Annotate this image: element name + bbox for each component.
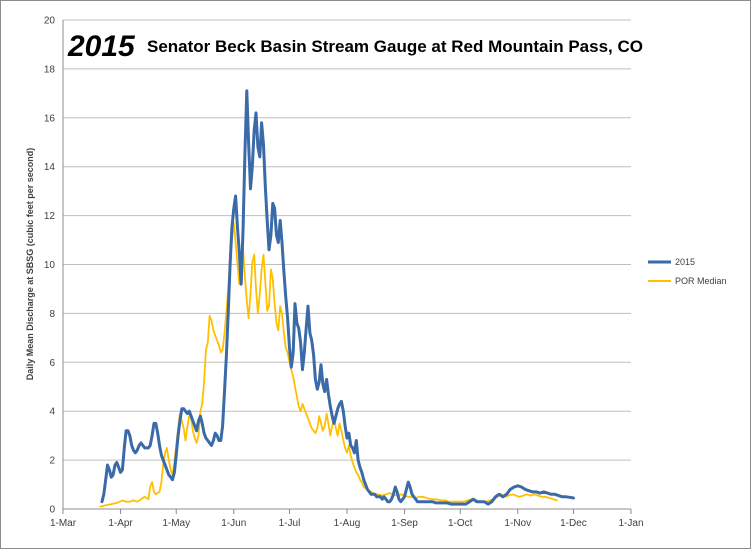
x-tick-label: 1-Apr <box>108 518 133 529</box>
x-tick-label: 1-Sep <box>391 518 418 529</box>
chart-title-year: 2015 <box>67 30 136 63</box>
x-tick-label: 1-Mar <box>50 518 77 529</box>
y-tick-label: 8 <box>49 309 55 320</box>
x-tick-label: 1-Jun <box>221 518 246 529</box>
y-axis-label: Daily Mean Discharge at SBSG (cubic feet… <box>25 148 35 381</box>
y-tick-label: 4 <box>49 407 55 418</box>
legend-label: 2015 <box>675 257 695 267</box>
x-tick-label: 1-May <box>162 518 190 529</box>
y-tick-label: 16 <box>44 113 56 124</box>
y-tick-labels: 0 2 4 6 8 10 12 14 16 18 20 <box>44 16 56 516</box>
legend: 2015 POR Median <box>648 257 727 286</box>
y-tick-label: 0 <box>49 505 55 516</box>
legend-label: POR Median <box>675 276 727 286</box>
y-tick-label: 12 <box>44 211 56 222</box>
x-tick-label: 1-Dec <box>560 518 587 529</box>
y-tick-label: 20 <box>44 16 56 27</box>
x-axis-ticks: 1-Mar 1-Apr 1-May 1-Jun 1-Jul 1-Aug 1-Sep 1-Oct… <box>50 509 644 529</box>
data-series <box>99 89 575 508</box>
x-tick-label: 1-Jul <box>279 518 301 529</box>
gridlines <box>62 19 631 510</box>
y-tick-label: 6 <box>49 358 55 369</box>
series-line-primary <box>100 89 575 506</box>
y-tick-label: 10 <box>44 260 56 271</box>
y-tick-label: 18 <box>44 64 56 75</box>
x-tick-label: 1-Jan <box>618 518 643 529</box>
x-tick-label: 1-Aug <box>334 518 361 529</box>
chart-title: Senator Beck Basin Stream Gauge at Red M… <box>147 37 643 56</box>
y-tick-label: 14 <box>44 162 56 173</box>
series-line-median <box>99 222 558 508</box>
y-tick-label: 2 <box>49 456 55 467</box>
x-tick-label: 1-Nov <box>504 518 531 529</box>
x-tick-label: 1-Oct <box>448 518 473 529</box>
